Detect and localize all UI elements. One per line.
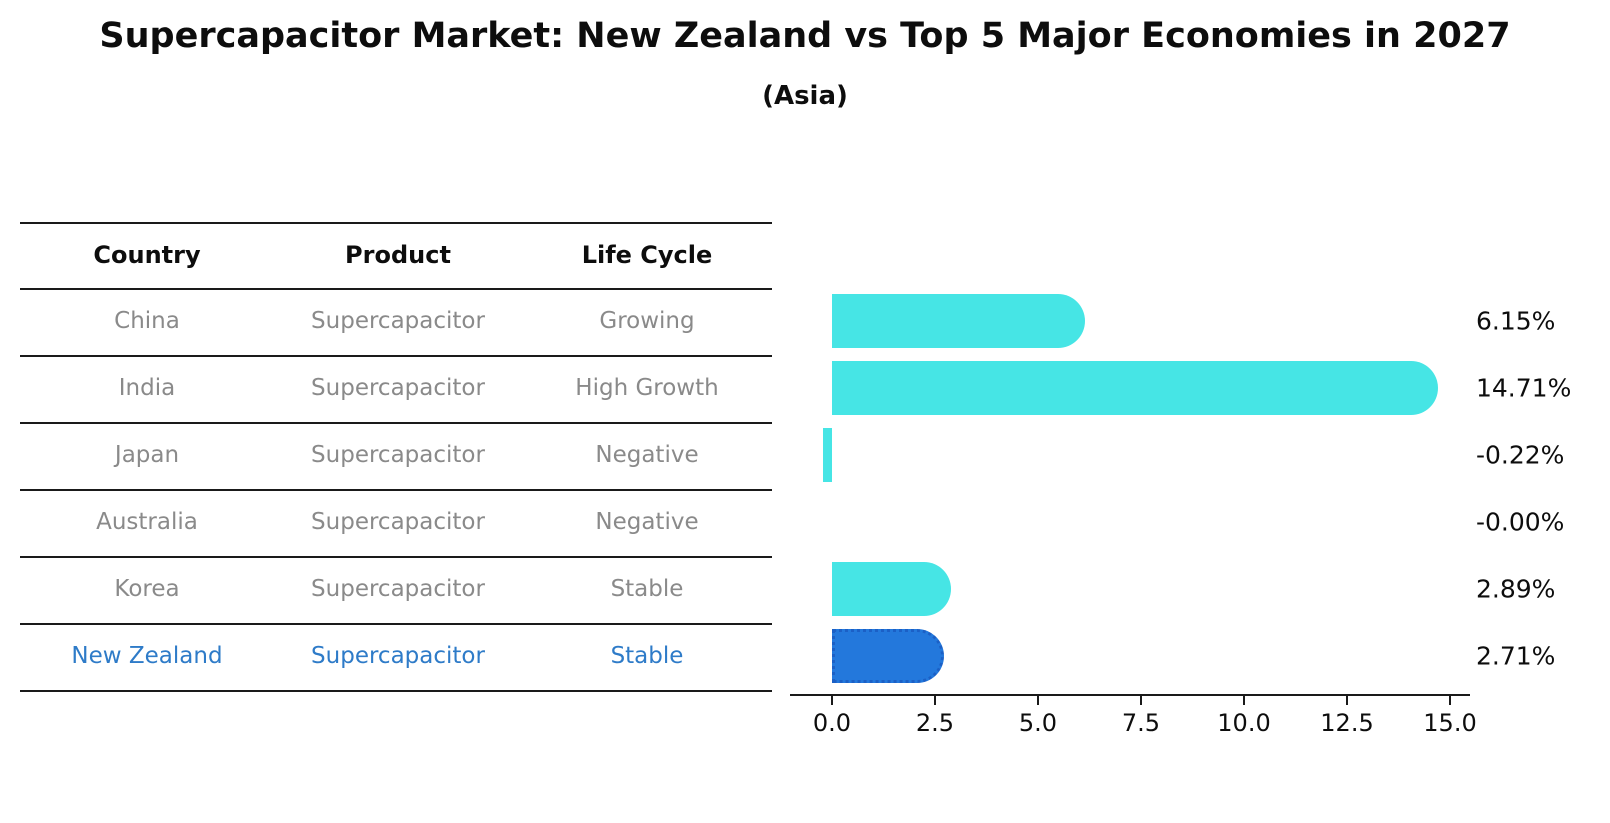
bar-new-zealand <box>832 629 944 683</box>
country-cell: New Zealand <box>71 643 223 669</box>
x-axis-tick <box>831 696 833 705</box>
column-header-product: Product <box>345 241 451 269</box>
product-cell: Supercapacitor <box>311 576 485 602</box>
chart-subtitle: (Asia) <box>762 81 848 111</box>
bar-india <box>832 361 1438 415</box>
value-label-new-zealand: 2.71% <box>1476 641 1556 671</box>
x-axis-tick-label: 2.5 <box>915 709 955 737</box>
country-cell: Australia <box>96 509 198 535</box>
x-axis-tick <box>1243 696 1245 705</box>
x-axis-tick <box>1140 696 1142 705</box>
chart-title: Supercapacitor Market: New Zealand vs To… <box>99 16 1511 56</box>
table-row: Japan Supercapacitor Negative <box>20 422 772 489</box>
country-cell: China <box>114 308 180 334</box>
x-axis-tick <box>1037 696 1039 705</box>
product-cell: Supercapacitor <box>311 308 485 334</box>
table-row: China Supercapacitor Growing <box>20 288 772 355</box>
country-cell: India <box>118 375 176 401</box>
table-header-rule <box>20 288 772 290</box>
value-label-china: 6.15% <box>1476 306 1556 336</box>
product-cell: Supercapacitor <box>311 509 485 535</box>
product-cell: Supercapacitor <box>311 442 485 468</box>
table-bottom-rule <box>20 690 772 692</box>
x-axis-tick <box>1346 696 1348 705</box>
life-cycle-cell: Growing <box>599 308 695 334</box>
bar-japan <box>823 428 832 482</box>
country-cell: Korea <box>114 576 180 602</box>
table-top-rule <box>20 222 772 224</box>
life-cycle-cell: High Growth <box>575 375 719 401</box>
table-row: Korea Supercapacitor Stable <box>20 556 772 623</box>
table-row-rule <box>20 422 772 424</box>
value-label-australia: -0.00% <box>1476 507 1565 537</box>
table-row-new-zealand: New Zealand Supercapacitor Stable <box>20 623 772 690</box>
x-axis-tick-label: 15.0 <box>1423 709 1477 737</box>
bar-korea <box>832 562 951 616</box>
life-cycle-cell: Stable <box>610 576 684 602</box>
country-cell: Japan <box>114 442 180 468</box>
x-axis-tick-label: 5.0 <box>1018 709 1058 737</box>
table-row: Australia Supercapacitor Negative <box>20 489 772 556</box>
x-axis-tick-label: 12.5 <box>1320 709 1374 737</box>
table-row: India Supercapacitor High Growth <box>20 355 772 422</box>
column-header-life-cycle: Life Cycle <box>581 241 713 269</box>
product-cell: Supercapacitor <box>311 375 485 401</box>
x-axis-line <box>790 694 1470 696</box>
table-row-rule <box>20 489 772 491</box>
table-row-rule <box>20 623 772 625</box>
bar-china <box>832 294 1085 348</box>
x-axis-tick-label: 7.5 <box>1121 709 1161 737</box>
table-row-rule <box>20 355 772 357</box>
x-axis-tick-label: 0.0 <box>812 709 852 737</box>
value-label-korea: 2.89% <box>1476 574 1556 604</box>
x-axis-tick <box>934 696 936 705</box>
value-label-india: 14.71% <box>1476 373 1572 403</box>
x-axis-tick <box>1449 696 1451 705</box>
life-cycle-cell: Negative <box>595 509 699 535</box>
table-header-row: Country Product Life Cycle <box>20 222 772 288</box>
column-header-country: Country <box>93 241 201 269</box>
product-cell: Supercapacitor <box>311 643 485 669</box>
x-axis-tick-label: 10.0 <box>1217 709 1271 737</box>
life-cycle-cell: Stable <box>610 643 684 669</box>
life-cycle-cell: Negative <box>595 442 699 468</box>
table-row-rule <box>20 556 772 558</box>
value-label-japan: -0.22% <box>1476 440 1565 470</box>
